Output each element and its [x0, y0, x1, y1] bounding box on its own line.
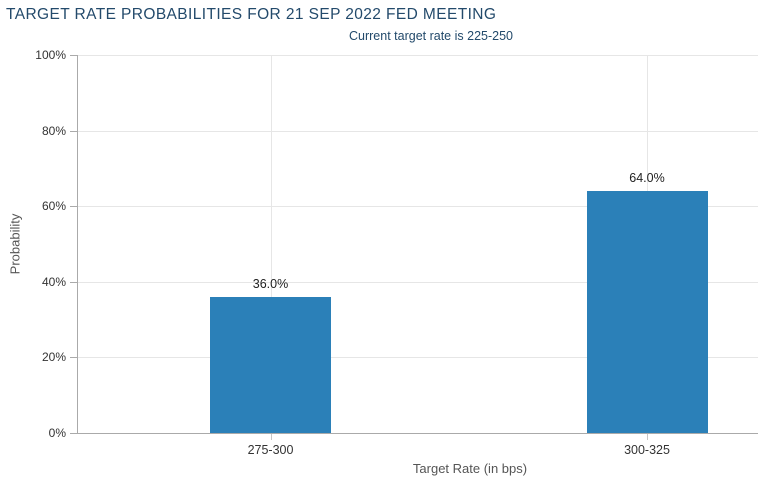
x-axis-line [77, 433, 758, 434]
bar-275-300[interactable] [210, 296, 331, 433]
y-axis-tick [70, 433, 77, 434]
y-gridline [78, 55, 758, 56]
x-tick-label: 300-325 [624, 443, 670, 457]
bar-value-label: 64.0% [629, 171, 665, 186]
bar-value-label: 36.0% [252, 276, 289, 291]
y-tick-label: 20% [41, 350, 66, 365]
x-axis-tick [270, 434, 272, 440]
y-gridline [78, 281, 758, 283]
y-gridline [78, 130, 758, 132]
y-axis-tick [70, 357, 77, 359]
y-axis-tick [70, 55, 77, 56]
y-tick-label: 80% [41, 123, 66, 138]
x-tick-label: 275-300 [247, 443, 294, 457]
y-tick-label: 40% [41, 274, 66, 289]
y-tick-label: 60% [41, 199, 66, 214]
y-tick-label: 0% [48, 426, 66, 440]
y-gridline [78, 206, 758, 208]
y-axis-tick [70, 130, 77, 132]
y-gridline [78, 357, 758, 359]
x-axis-tick [647, 434, 648, 440]
y-axis-title: Probability [7, 213, 23, 275]
y-axis-line [77, 55, 78, 434]
y-tick-label: 100% [35, 48, 66, 62]
y-axis-tick [70, 206, 77, 208]
x-axis-title: Target Rate (in bps) [412, 461, 528, 476]
y-axis-tick [70, 281, 77, 283]
bar-300-325[interactable] [586, 191, 708, 433]
chart-title: TARGET RATE PROBABILITIES FOR 21 SEP 202… [6, 6, 497, 23]
chart-subtitle: Current target rate is 225-250 [349, 29, 513, 43]
category-gridline [270, 55, 272, 433]
